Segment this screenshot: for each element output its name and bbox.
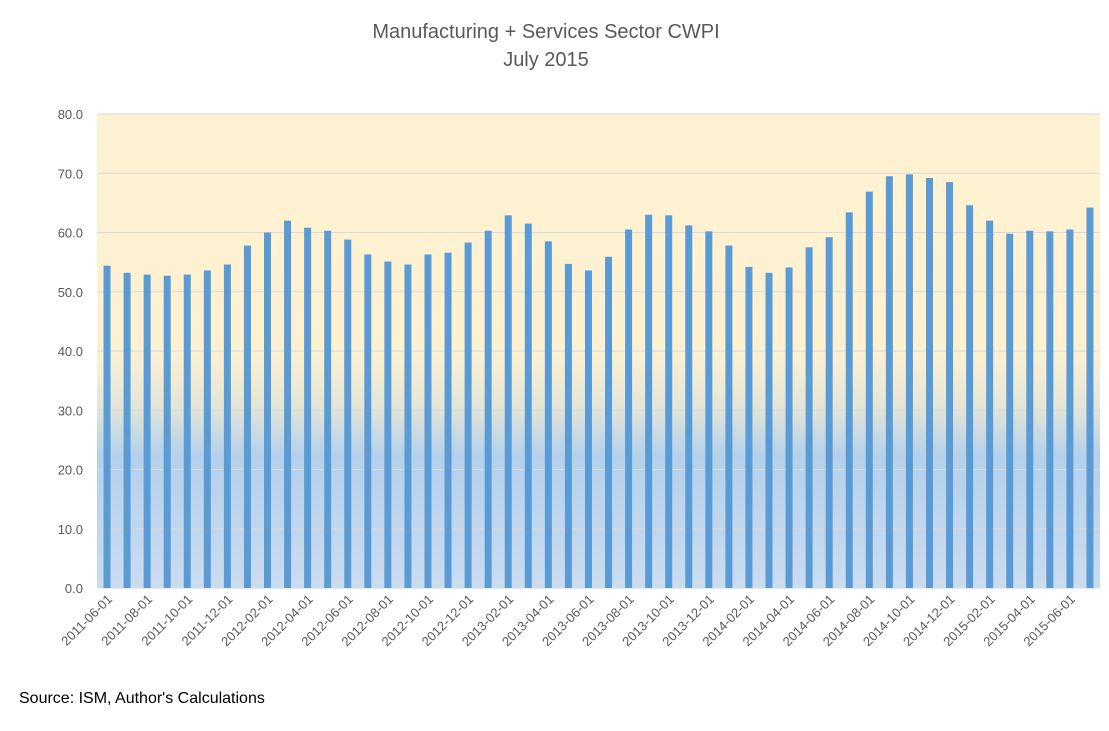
bar xyxy=(645,214,653,588)
bar xyxy=(183,274,191,588)
bar xyxy=(504,215,512,588)
bar xyxy=(905,174,913,588)
bar xyxy=(986,220,994,588)
bar xyxy=(825,237,833,589)
bar xyxy=(223,264,231,588)
y-tick-label: 80.0 xyxy=(58,107,83,122)
y-tick-label: 40.0 xyxy=(58,344,83,359)
bar xyxy=(143,274,151,588)
bar xyxy=(123,272,131,588)
bar xyxy=(925,177,933,589)
bar xyxy=(404,264,412,588)
bar xyxy=(264,232,272,588)
bars xyxy=(103,174,1094,589)
y-tick-label: 70.0 xyxy=(58,166,83,181)
bar xyxy=(1046,231,1054,588)
bar xyxy=(685,225,693,588)
bar xyxy=(785,267,793,588)
bar xyxy=(103,265,111,588)
bar xyxy=(163,275,171,588)
bar xyxy=(584,270,592,588)
source-note: Source: ISM, Author's Calculations xyxy=(19,690,265,707)
bar xyxy=(304,227,312,588)
bar xyxy=(344,239,352,589)
bar xyxy=(765,272,773,588)
bar xyxy=(364,254,372,589)
bar xyxy=(424,254,432,589)
bar xyxy=(605,256,613,588)
chart-subtitle: July 2015 xyxy=(503,49,589,71)
y-tick-label: 10.0 xyxy=(58,522,83,537)
bar xyxy=(243,245,251,588)
y-tick-label: 0.0 xyxy=(65,581,83,596)
bar xyxy=(725,245,733,588)
bar xyxy=(966,205,974,588)
bar xyxy=(1006,233,1014,588)
chart-title: Manufacturing + Services Sector CWPI xyxy=(372,21,719,43)
bar xyxy=(284,220,292,588)
y-axis: 0.0 10.0 20.0 30.0 40.0 50.0 60.0 70.0 80.0 xyxy=(58,107,83,596)
y-tick-label: 30.0 xyxy=(58,403,83,418)
bar xyxy=(444,252,452,588)
bar xyxy=(845,212,853,589)
y-tick-label: 20.0 xyxy=(58,463,83,478)
bar xyxy=(705,231,713,588)
bar xyxy=(524,223,532,589)
bar xyxy=(544,241,552,588)
bar xyxy=(484,230,492,588)
bar xyxy=(384,261,392,588)
bar xyxy=(464,242,472,588)
bar xyxy=(865,191,873,588)
y-tick-label: 60.0 xyxy=(58,226,83,241)
bar xyxy=(1086,207,1094,589)
bar xyxy=(324,230,332,588)
x-axis: 2011-06-012011-08-012011-10-012011-12-01… xyxy=(58,592,1078,650)
bar xyxy=(885,176,893,588)
bar xyxy=(805,247,813,588)
bar xyxy=(1066,229,1074,588)
bar xyxy=(745,266,753,588)
bar xyxy=(665,215,673,588)
bar xyxy=(1026,230,1034,588)
y-tick-label: 50.0 xyxy=(58,285,83,300)
bar xyxy=(625,229,633,588)
bar xyxy=(946,182,954,588)
bar xyxy=(203,270,211,588)
bar xyxy=(564,263,572,588)
